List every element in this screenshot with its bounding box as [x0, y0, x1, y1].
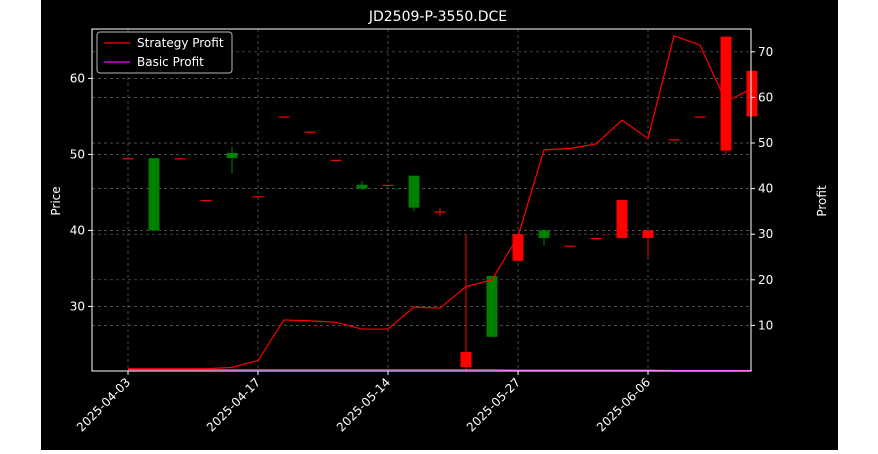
candle-body [226, 152, 238, 159]
y-tick-label-right: 40 [758, 182, 773, 196]
chart-title: JD2509-P-3550.DCE [368, 9, 507, 25]
legend: Strategy Profit Basic Profit [96, 31, 233, 74]
y-tick-label-right: 70 [758, 45, 773, 59]
candle-body [668, 139, 680, 141]
candle-body [486, 276, 498, 337]
y-tick-label-right: 10 [758, 318, 773, 332]
candle-body [148, 158, 160, 231]
y-tick-label-right: 30 [758, 227, 773, 241]
candle-body [408, 175, 420, 208]
profit-lines [128, 35, 753, 372]
y-tick-label-left: 50 [70, 147, 85, 161]
strategy-profit-line [128, 35, 753, 370]
y-axis-label-right: Profit [815, 185, 829, 217]
candle-body [564, 245, 576, 247]
candle-body [694, 116, 706, 118]
y-tick-label-left: 60 [70, 71, 85, 85]
legend-label-basic: Basic Profit [137, 55, 204, 69]
candle-body [122, 158, 134, 160]
basic-profit-line [128, 369, 752, 372]
candle-body [434, 211, 446, 213]
plot-frame [91, 28, 752, 372]
x-tick-label: 2025-05-14 [334, 375, 393, 434]
y-tick-label-right: 60 [758, 90, 773, 104]
candlestick-chart: JD2509-P-3550.DCE 2025-04-03 2025-04-17 20… [49, 9, 829, 435]
candle-body [642, 230, 654, 238]
candle-body [174, 158, 186, 160]
candle-body [746, 70, 758, 117]
x-tick-label: 2025-05-27 [464, 375, 523, 434]
chart-figure: JD2509-P-3550.DCE 2025-04-03 2025-04-17 20… [41, 0, 838, 450]
candle-body [720, 36, 732, 151]
y-tick-label-left: 30 [70, 299, 85, 313]
candle-body [538, 230, 550, 238]
y-axis-label-left: Price [49, 186, 63, 215]
candle-body [200, 200, 212, 202]
x-tick-label: 2025-04-03 [74, 375, 133, 434]
x-tick-label: 2025-04-17 [204, 375, 263, 434]
x-tick-label: 2025-06-06 [594, 375, 653, 434]
candle-body [330, 159, 342, 161]
candle-body [590, 238, 602, 240]
y-tick-label-right: 50 [758, 136, 773, 150]
candle-body [356, 184, 368, 189]
grid [92, 29, 751, 371]
legend-box [96, 31, 233, 74]
candle-body [304, 131, 316, 133]
candle-body [382, 184, 394, 186]
candle-body [460, 352, 472, 368]
candles [122, 36, 758, 371]
legend-label-strategy: Strategy Profit [137, 36, 224, 50]
candle-body [252, 196, 264, 198]
axes: 2025-04-03 2025-04-17 2025-05-14 2025-05-27… [70, 45, 774, 435]
y-tick-label-left: 40 [70, 223, 85, 237]
candle-body [616, 200, 628, 238]
candle-body [512, 234, 524, 261]
candle-body [278, 116, 290, 118]
y-tick-label-right: 20 [758, 273, 773, 287]
